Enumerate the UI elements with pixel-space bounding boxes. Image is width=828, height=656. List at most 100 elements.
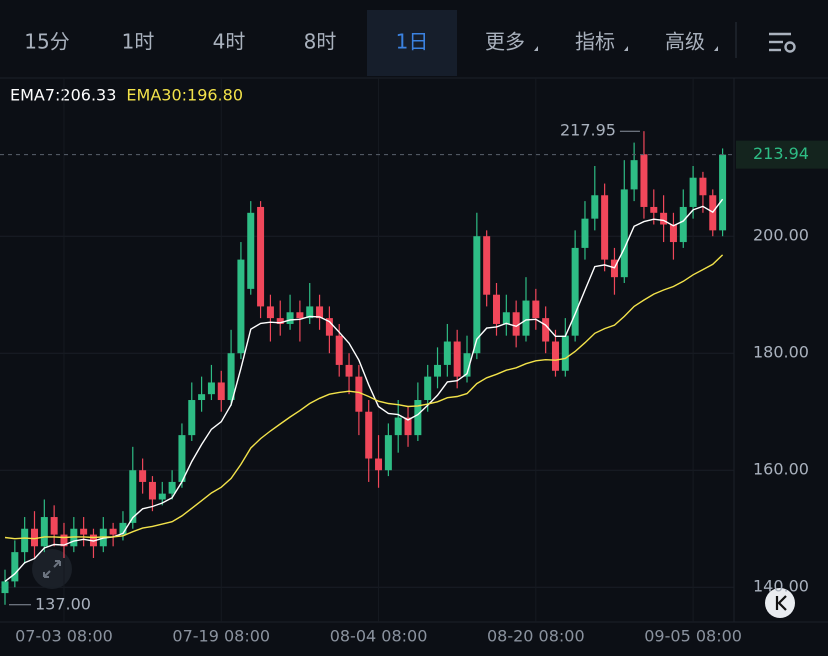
x-tick-label: 09-05 08:00 [644, 627, 742, 646]
dropdown-arrow [714, 46, 718, 51]
candle-body [158, 493, 166, 500]
y-tick-label: 160.00 [753, 460, 809, 479]
candle-body [689, 177, 697, 207]
candle-body [80, 528, 88, 535]
candle-body [207, 382, 215, 395]
candle-body [591, 195, 599, 219]
candle-body [198, 394, 206, 401]
candle-body [296, 312, 304, 319]
last-price-label: 213.94 [753, 144, 809, 163]
candle-body [551, 341, 559, 371]
y-tick-label: 200.00 [753, 226, 809, 245]
candle-body [532, 300, 540, 319]
candle-body [522, 300, 530, 336]
candle-body [178, 435, 186, 482]
dropdown-arrow [624, 46, 628, 51]
y-tick-label: 140.00 [753, 577, 809, 596]
tab[interactable]: 1时 [122, 30, 155, 54]
candle-body [679, 206, 687, 243]
tab[interactable]: 指标 [575, 30, 615, 54]
expand-button[interactable] [32, 549, 72, 589]
candle-body [139, 470, 147, 482]
candle-body [650, 206, 658, 213]
candle-body [424, 376, 432, 401]
candle-body [21, 528, 29, 553]
candle-body [355, 376, 363, 412]
candle-body [168, 481, 176, 494]
candle-body [493, 294, 500, 324]
legend-entry: EMA30:196.80 [126, 86, 243, 105]
dropdown-arrow [534, 46, 538, 51]
candle-body [660, 212, 668, 225]
candle-body [227, 353, 235, 401]
tab[interactable]: 1日 [396, 30, 429, 54]
candle-body [40, 517, 48, 547]
candle-body [571, 247, 579, 336]
candle-body [463, 353, 471, 377]
y-tick-label: 180.00 [753, 343, 809, 362]
candle-body [443, 341, 451, 365]
candle-body [11, 552, 19, 582]
ema-line [4, 254, 724, 540]
candle-body [434, 364, 442, 377]
candle-body [561, 335, 569, 371]
candle-body [669, 224, 677, 243]
candle-body [620, 189, 628, 278]
max-label: 217.95 [560, 121, 616, 140]
tab[interactable]: 8时 [304, 30, 337, 54]
candle-body [316, 306, 324, 319]
settings-icon[interactable] [769, 32, 796, 53]
candle-body [266, 306, 274, 319]
tab[interactable]: 4时 [213, 30, 246, 54]
candle-body [719, 154, 727, 231]
candle-body [345, 364, 353, 377]
candle-body [414, 400, 422, 436]
candle-body [502, 312, 510, 324]
candle-body [306, 306, 314, 319]
candle-body [542, 318, 550, 342]
candle-body [50, 517, 58, 535]
candle-body [473, 236, 481, 354]
tab[interactable]: 高级 [665, 30, 705, 54]
min-label: 137.00 [35, 594, 91, 613]
x-tick-label: 07-19 08:00 [172, 627, 270, 646]
candle-body [276, 318, 284, 324]
candle-body [247, 212, 255, 289]
candle-body [581, 218, 589, 248]
candle-body [325, 318, 333, 336]
x-tick-label: 08-04 08:00 [330, 627, 428, 646]
active-tab-bg [367, 10, 457, 76]
candle-body [286, 312, 294, 324]
x-tick-label: 08-20 08:00 [487, 627, 585, 646]
x-tick-label: 07-03 08:00 [15, 627, 113, 646]
candle-body [375, 458, 383, 471]
candle-body [630, 160, 638, 190]
candle-body [257, 206, 265, 307]
tab[interactable]: 更多 [485, 30, 525, 54]
candle-body [188, 400, 196, 436]
candle-body [384, 435, 392, 471]
candle-body [109, 528, 117, 535]
tab[interactable]: 15分 [24, 30, 69, 54]
candle-body [1, 581, 9, 594]
ema-line [4, 198, 724, 582]
candle-body [237, 259, 245, 354]
scroll-latest-button[interactable] [765, 588, 795, 618]
candle-body [335, 335, 343, 365]
candle-body [453, 341, 461, 377]
candle-body [60, 534, 68, 547]
candle-body [365, 411, 373, 459]
candle-body [30, 528, 38, 547]
legend-entry: EMA7:206.33 [10, 86, 116, 105]
candle-body [512, 312, 520, 336]
candle-body [217, 382, 225, 401]
candle-body [601, 195, 609, 260]
candle-body [699, 177, 707, 196]
candle-body [394, 417, 402, 436]
candle-body [148, 481, 156, 500]
candle-body [129, 470, 137, 523]
candle-body [640, 154, 648, 207]
